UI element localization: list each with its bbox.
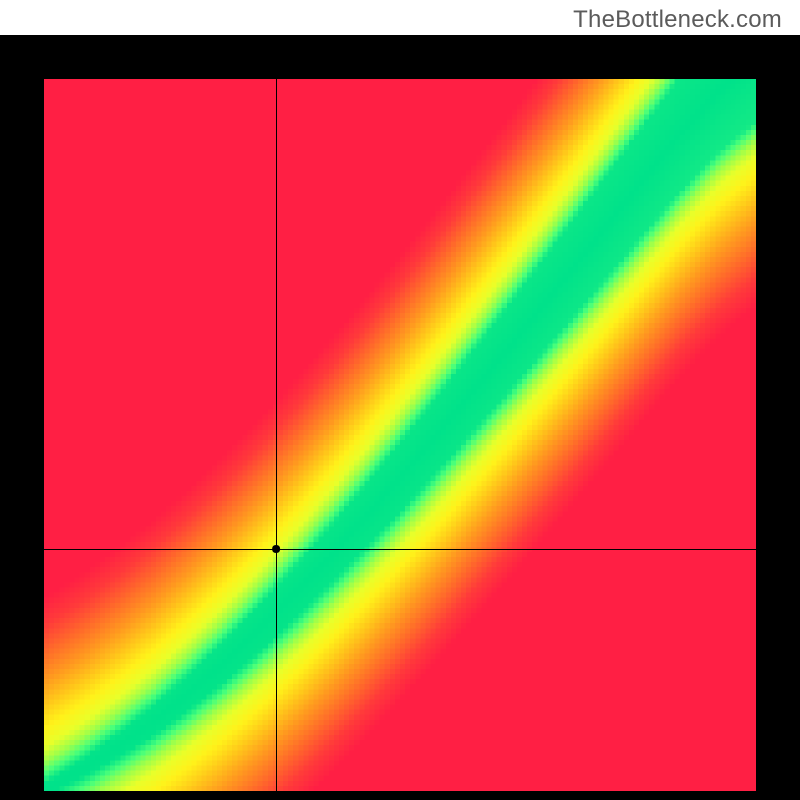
- crosshair-overlay: [44, 79, 756, 791]
- watermark-text: TheBottleneck.com: [573, 6, 782, 34]
